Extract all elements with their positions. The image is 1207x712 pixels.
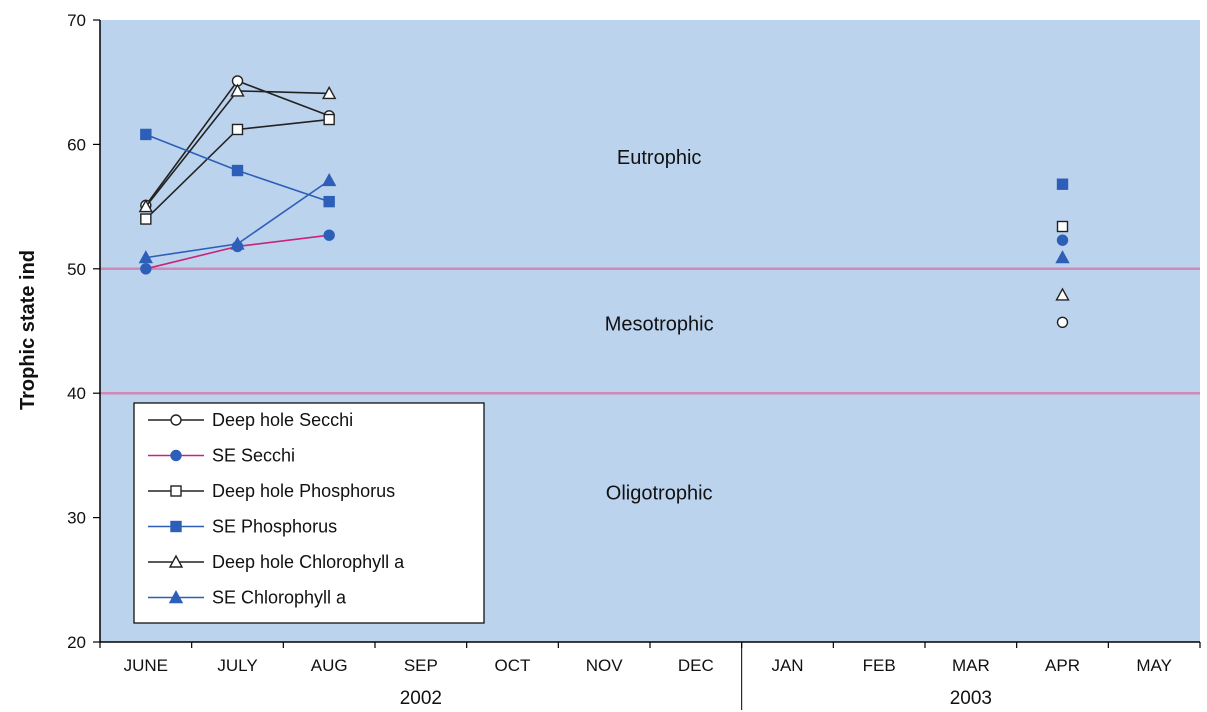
data-point-deep-hole-phosphorus [1056, 220, 1069, 233]
year-label: 2003 [950, 688, 992, 709]
y-ticks: 20 30 40 50 60 70 [67, 11, 100, 652]
legend-marker-se-chlorophyll-a [168, 590, 184, 604]
data-point-deep-hole-chlorophyll-a [138, 199, 154, 213]
data-point-deep-hole-chlorophyll-a [321, 85, 337, 100]
y-tick-label: 30 [67, 509, 86, 528]
x-tick-label: JULY [217, 656, 257, 675]
x-tick-label: FEB [863, 656, 896, 675]
data-point-deep-hole-chlorophyll-a [230, 83, 245, 97]
series-lines [138, 75, 1070, 328]
x-ticks: JUNE JULY AUG SEP OCT NOV DEC JAN FEB MAR APR MAY [99, 642, 1201, 710]
data-point-deep-hole-phosphorus [231, 123, 244, 136]
zone-labels: Eutrophic Mesotrophic Oligotrophic [605, 147, 714, 505]
legend-marker-deep-hole-phosphorus [170, 485, 182, 497]
legend-label-deep-hole-chlorophyll-a: Deep hole Chlorophyll a [212, 552, 405, 572]
data-point-se-chlorophyll-a [1055, 250, 1070, 264]
y-tick-label: 20 [67, 633, 86, 652]
data-point-se-secchi [140, 263, 152, 275]
threshold-lines [100, 267, 1200, 395]
x-tick-label: AUG [311, 656, 348, 675]
series-se-phosphorus [140, 128, 1069, 208]
legend-label-deep-hole-phosphorus: Deep hole Phosphorus [212, 481, 395, 501]
data-point-se-chlorophyll-a [138, 250, 154, 264]
data-point-deep-hole-chlorophyll-a [1055, 287, 1070, 301]
series-se-chlorophyll-a [138, 173, 1070, 264]
data-point-deep-hole-phosphorus [323, 113, 335, 126]
y-axis-label: Trophic state ind [17, 250, 39, 410]
x-tick-label: MAY [1136, 656, 1172, 675]
x-tick-label: JUNE [124, 656, 168, 675]
data-point-se-chlorophyll-a [230, 236, 245, 250]
data-point-se-phosphorus [140, 128, 152, 141]
year-label: 2002 [400, 688, 442, 709]
legend-marker-deep-hole-chlorophyll-a [168, 554, 184, 568]
data-point-se-phosphorus [323, 195, 335, 208]
data-point-deep-hole-phosphorus [140, 213, 152, 225]
data-point-se-secchi [1056, 234, 1069, 246]
x-tick-label: MAR [952, 656, 990, 675]
y-tick-label: 60 [67, 135, 86, 154]
x-tick-label: DEC [678, 656, 714, 675]
legend-marker-se-phosphorus [170, 520, 182, 533]
series-deep-hole-phosphorus [140, 113, 1069, 233]
legend-label-se-secchi: SE Secchi [212, 446, 295, 466]
zone-label-oligotrophic: Oligotrophic [606, 483, 713, 505]
year-labels: 2002 2003 [400, 688, 992, 709]
legend-label-se-phosphorus: SE Phosphorus [212, 517, 337, 537]
legend-label-deep-hole-secchi: Deep hole Secchi [212, 410, 353, 430]
legend-marker-deep-hole-secchi [170, 414, 182, 426]
y-tick-label: 50 [67, 260, 86, 279]
zone-label-eutrophic: Eutrophic [617, 147, 702, 169]
data-point-deep-hole-secchi [1056, 316, 1069, 328]
data-point-se-phosphorus [231, 164, 244, 177]
data-point-se-secchi [323, 229, 335, 241]
x-tick-label: OCT [495, 656, 531, 675]
x-tick-label: JAN [771, 656, 803, 675]
legend-label-se-chlorophyll-a: SE Chlorophyll a [212, 588, 347, 608]
zone-label-mesotrophic: Mesotrophic [605, 314, 714, 336]
x-tick-label: SEP [404, 656, 438, 675]
series-deep-hole-chlorophyll-a [138, 83, 1070, 301]
y-tick-label: 40 [67, 384, 86, 403]
legend-marker-se-secchi [170, 449, 182, 462]
y-tick-label: 70 [67, 11, 86, 30]
legend-box [133, 402, 485, 624]
data-point-se-chlorophyll-a [321, 173, 337, 187]
legend: Deep hole Secchi SE Secchi Deep hole Phosp… [133, 402, 485, 624]
x-tick-label: NOV [586, 656, 624, 675]
data-point-se-phosphorus [1056, 178, 1069, 190]
x-tick-label: APR [1045, 656, 1080, 675]
